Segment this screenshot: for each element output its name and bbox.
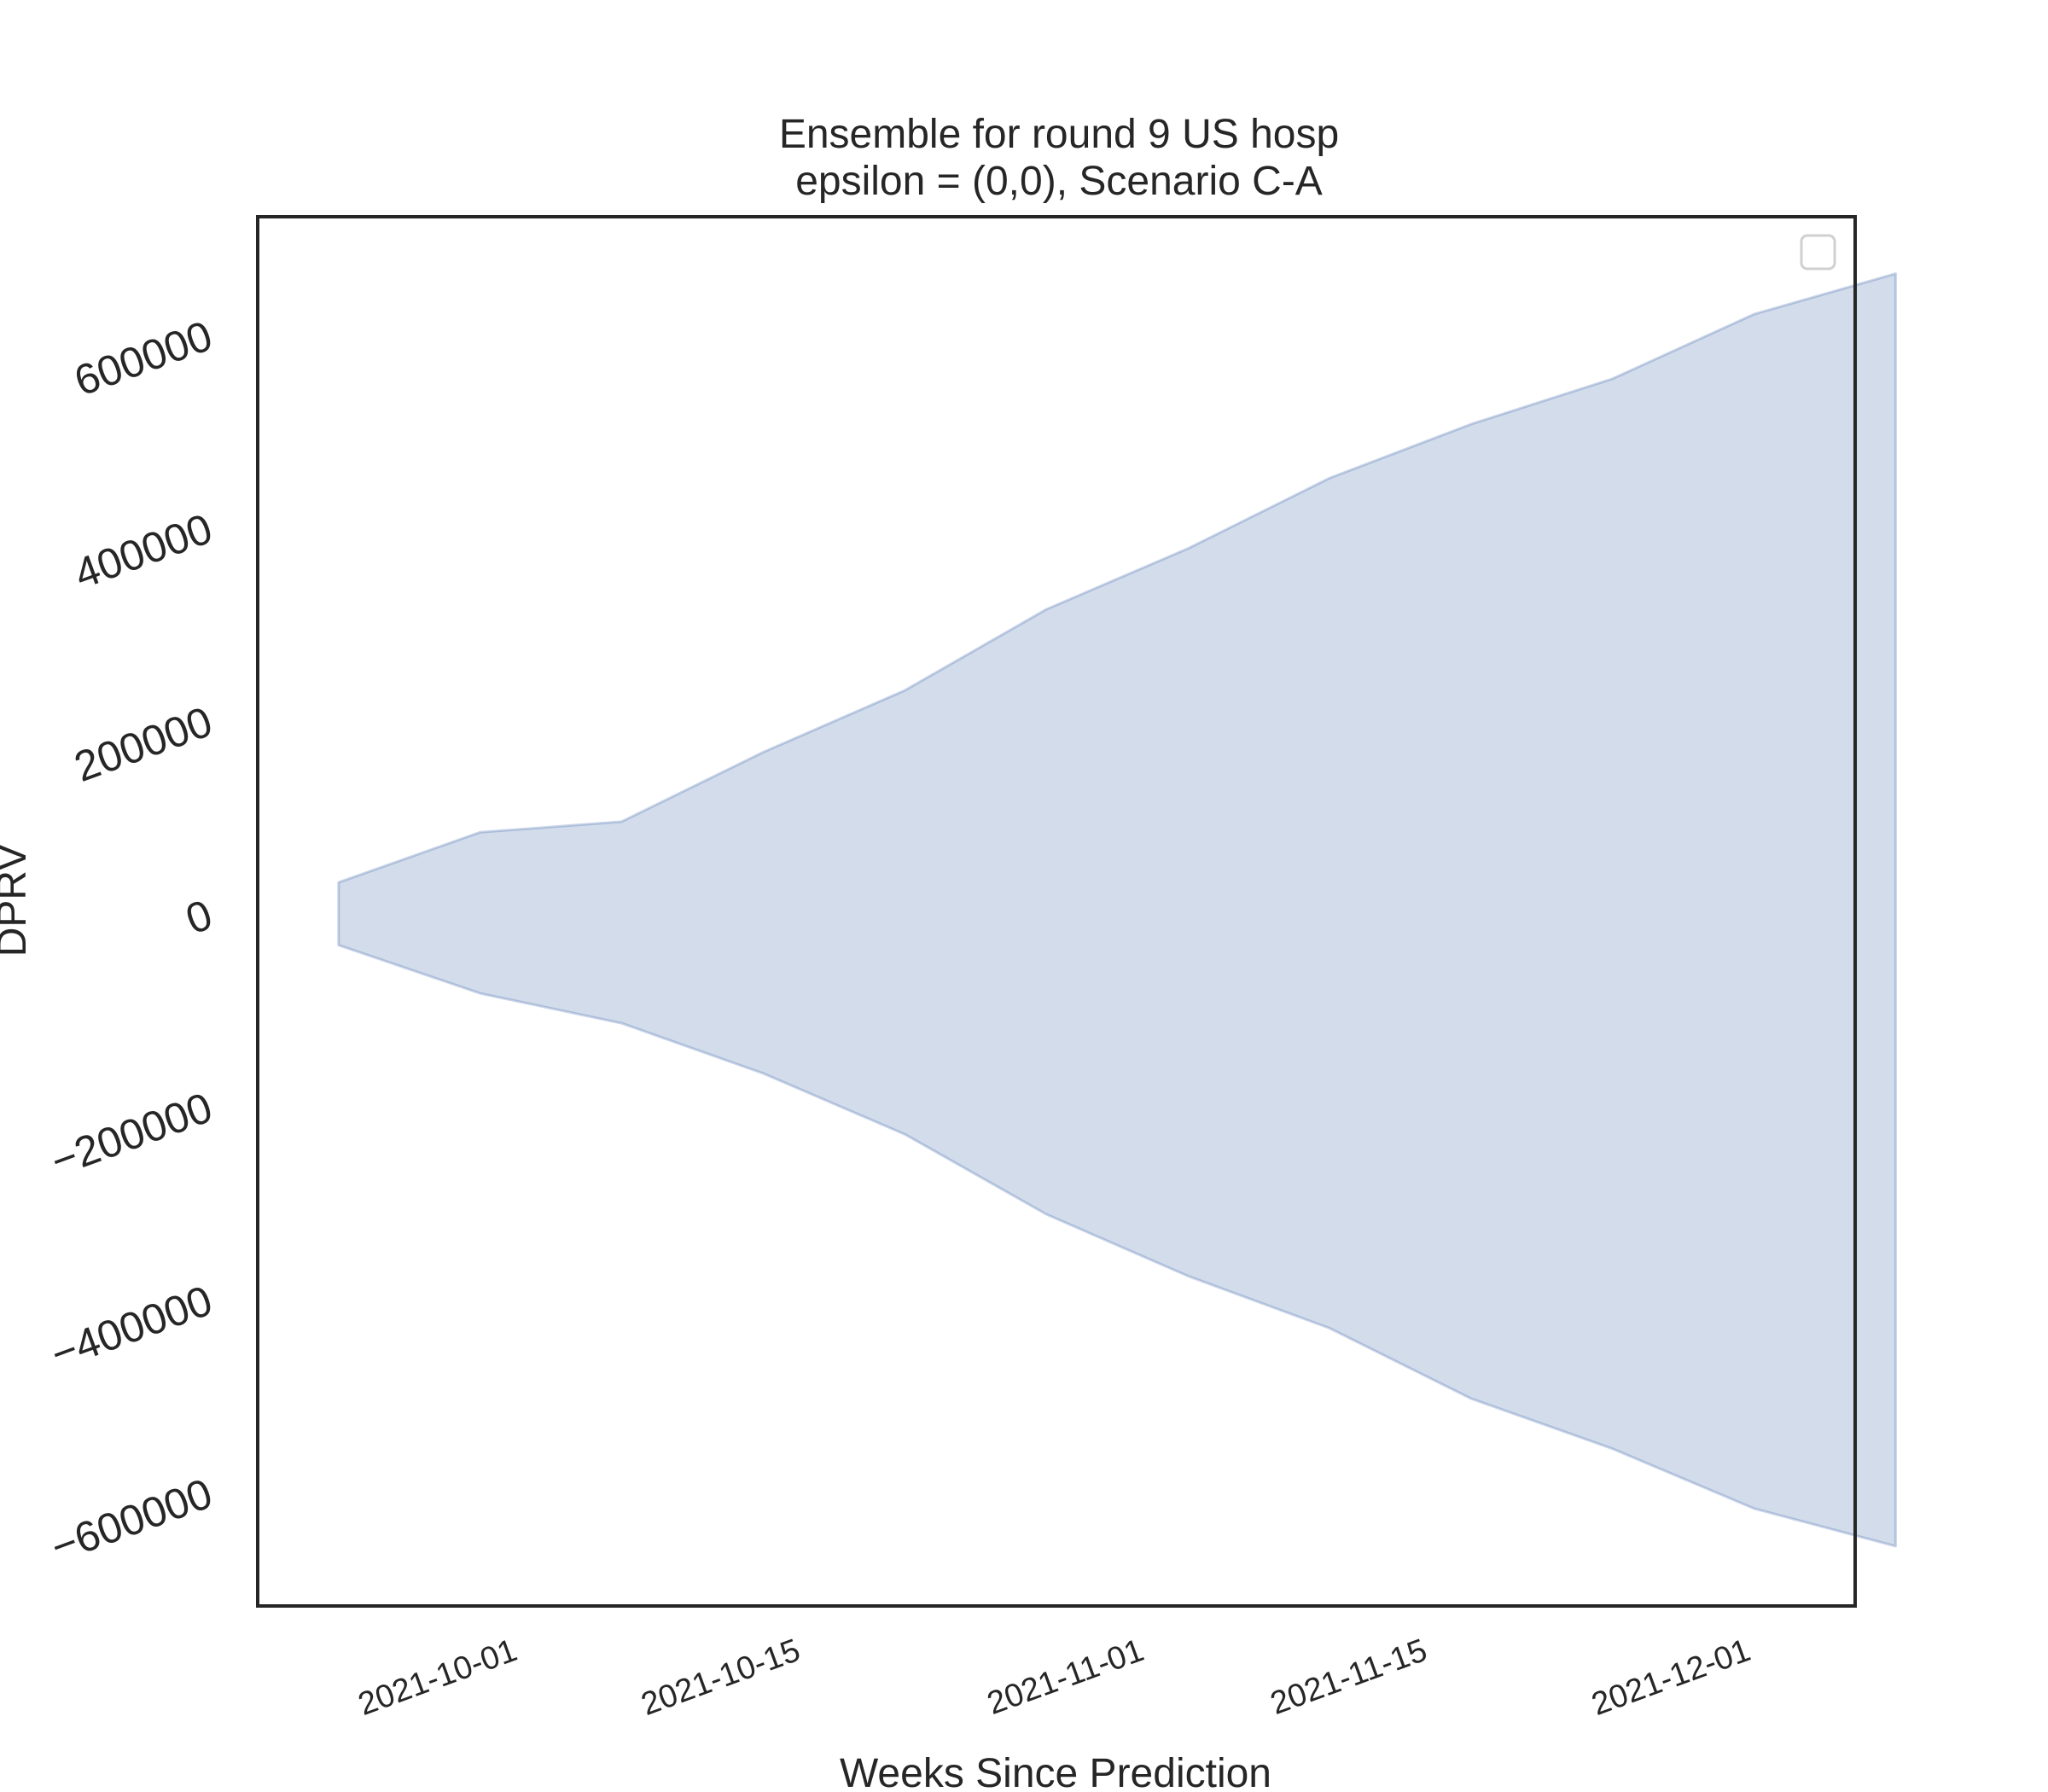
y-axis-label: DPRV: [0, 844, 35, 957]
legend-box: [1800, 234, 1836, 271]
chart-title: Ensemble for round 9 US hosp: [779, 112, 1339, 157]
y-tick-label: −600000: [44, 1469, 218, 1572]
x-tick-label: 2021-10-15: [637, 1632, 805, 1723]
plot-area: [337, 272, 1897, 1548]
y-tick-label: 200000: [68, 697, 218, 791]
chart-subtitle: epsilon = (0,0), Scenario C-A: [795, 159, 1323, 204]
x-tick-labels: 2021-10-01 2021-10-15 2021-11-01 2021-11-15…: [353, 1632, 1754, 1723]
x-tick-label: 2021-10-01: [353, 1632, 521, 1723]
y-tick-label: 0: [179, 890, 218, 943]
y-tick-labels: 600000 400000 200000 0 −200000 −400000 −600000: [44, 311, 218, 1571]
x-tick-label: 2021-11-01: [983, 1632, 1149, 1722]
y-tick-label: 600000: [68, 311, 218, 405]
y-tick-label: 400000: [68, 504, 218, 598]
axes-frame: [256, 215, 1857, 1608]
x-tick-label: 2021-12-01: [1587, 1632, 1755, 1723]
y-tick-label: −400000: [44, 1277, 218, 1379]
x-tick-label: 2021-11-15: [1265, 1632, 1431, 1722]
y-tick-label: −200000: [44, 1084, 218, 1186]
x-axis-label: Weeks Since Prediction: [840, 1751, 1271, 1792]
uncertainty-band-0: [337, 272, 1897, 1548]
